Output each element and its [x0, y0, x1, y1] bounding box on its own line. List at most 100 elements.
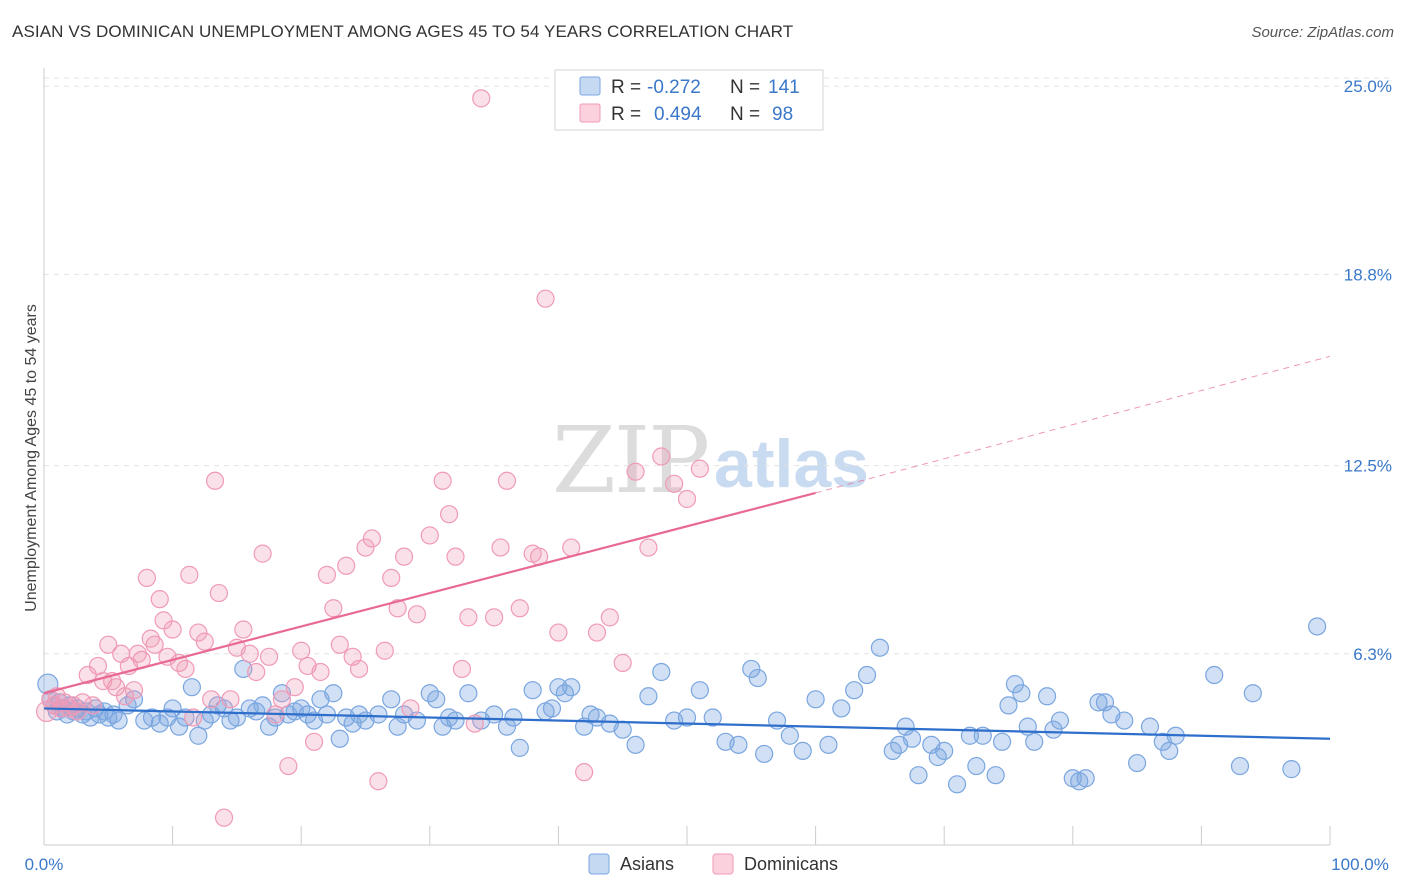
dominicans-point — [83, 696, 102, 715]
asians-point — [780, 726, 799, 745]
dominicans-point — [362, 529, 382, 548]
dominicans-point — [259, 647, 279, 666]
asians-point — [832, 699, 851, 718]
dominicans-point — [420, 526, 439, 545]
bottom-legend-swatch-dominicans — [712, 853, 734, 875]
asians-point — [755, 744, 774, 764]
asians-point — [1050, 711, 1070, 730]
dominicans-point — [491, 538, 510, 557]
dominicans-point — [202, 690, 221, 709]
dominicans-point — [195, 632, 214, 651]
dominicans-point — [652, 447, 671, 466]
chart-title: ASIAN VS DOMINICAN UNEMPLOYMENT AMONG AG… — [12, 22, 794, 41]
dominicans-point — [446, 547, 465, 566]
watermark-zip: ZIP — [552, 407, 708, 514]
asians-point — [330, 729, 349, 748]
asians-point — [1243, 684, 1262, 703]
asians-point — [163, 699, 182, 718]
dominicans-point — [536, 289, 555, 308]
dominicans-point — [189, 623, 208, 642]
x-ticks — [43, 826, 1331, 845]
y-tick-label: 12.5% — [1344, 457, 1392, 476]
dominicans-point — [472, 89, 491, 108]
asians-point — [562, 678, 581, 697]
dominicans-point — [150, 590, 169, 609]
dominicans-point — [292, 641, 311, 660]
dominicans-point — [124, 681, 144, 700]
dominicans-trend-line — [43, 491, 816, 695]
dominicans-point — [485, 608, 504, 627]
dominicans-point — [285, 678, 304, 697]
asians-point — [870, 638, 890, 657]
dominicans-point — [510, 599, 529, 618]
asians-point — [1140, 717, 1160, 736]
dominicans-point — [184, 708, 203, 727]
dominicans-point — [382, 568, 401, 588]
asians-point — [677, 708, 697, 727]
dominicans-point — [562, 538, 581, 557]
dominicans-point — [221, 690, 240, 709]
asians-point — [1005, 675, 1025, 694]
dominicans-point — [324, 599, 343, 618]
correlation-legend: R = -0.272 N = 141 R = 0.494 N = 98 — [554, 69, 824, 131]
asians-point — [189, 726, 208, 745]
dominicans-point — [452, 659, 472, 679]
asians-point — [748, 668, 767, 688]
asians-point — [1127, 753, 1147, 773]
asians-point — [1205, 665, 1224, 685]
dominicans-point — [317, 565, 337, 584]
asians-point — [967, 756, 986, 776]
dominicans-point — [205, 471, 225, 490]
dominicans-point — [690, 459, 709, 478]
legend-r-label-asians: R = — [611, 77, 641, 98]
asians-point — [626, 735, 645, 754]
asians-point — [1160, 741, 1179, 761]
dominicans-point — [234, 620, 253, 639]
bottom-legend-label-dominicans: Dominicans — [744, 854, 838, 874]
dominicans-point — [253, 544, 272, 563]
chart-source: Source: ZipAtlas.com — [1251, 24, 1394, 41]
asians-point — [806, 690, 825, 709]
dominicans-point — [388, 599, 407, 618]
x-tick-label-max: 100.0% — [1331, 855, 1389, 874]
asians-point — [1089, 693, 1108, 712]
asians-point — [999, 696, 1018, 715]
dominicans-point — [99, 635, 118, 654]
asians-point — [169, 717, 189, 736]
dominicans-point — [433, 471, 452, 490]
dominicans-point — [68, 702, 87, 721]
trend-lines — [43, 355, 1331, 740]
asians-point — [510, 738, 529, 757]
dominicans-point — [349, 659, 369, 679]
series-legend: Asians Dominicans — [588, 853, 838, 875]
dominicans-point — [137, 568, 156, 588]
dominicans-point — [407, 605, 427, 624]
dominicans-point — [311, 662, 330, 682]
data-points — [35, 89, 1327, 827]
legend-swatch-asians — [579, 76, 601, 96]
asians-point — [1308, 617, 1327, 636]
asians-point — [935, 741, 954, 761]
asians-point — [497, 717, 517, 736]
dominicans-point — [304, 732, 324, 751]
dominicans-point — [115, 687, 135, 706]
legend-swatch-dominicans — [579, 103, 601, 123]
asians-point — [902, 729, 922, 748]
dominicans-point — [73, 693, 92, 712]
dominicans-point — [394, 547, 414, 566]
gridlines — [44, 77, 1392, 655]
asians-point — [845, 681, 864, 700]
x-tick-label-min: 0.0% — [25, 855, 64, 874]
dominicans-point — [88, 656, 108, 676]
asians-point — [523, 681, 542, 700]
legend-n-label-dominicans: N = — [730, 104, 760, 125]
asians-point — [857, 665, 877, 685]
dominicans-point — [613, 653, 632, 672]
asians-point — [742, 659, 761, 679]
asians-point — [485, 705, 504, 724]
asians-point — [182, 678, 201, 697]
asians-point — [369, 705, 388, 724]
asians-point — [909, 766, 928, 785]
asians-point — [1076, 769, 1095, 788]
